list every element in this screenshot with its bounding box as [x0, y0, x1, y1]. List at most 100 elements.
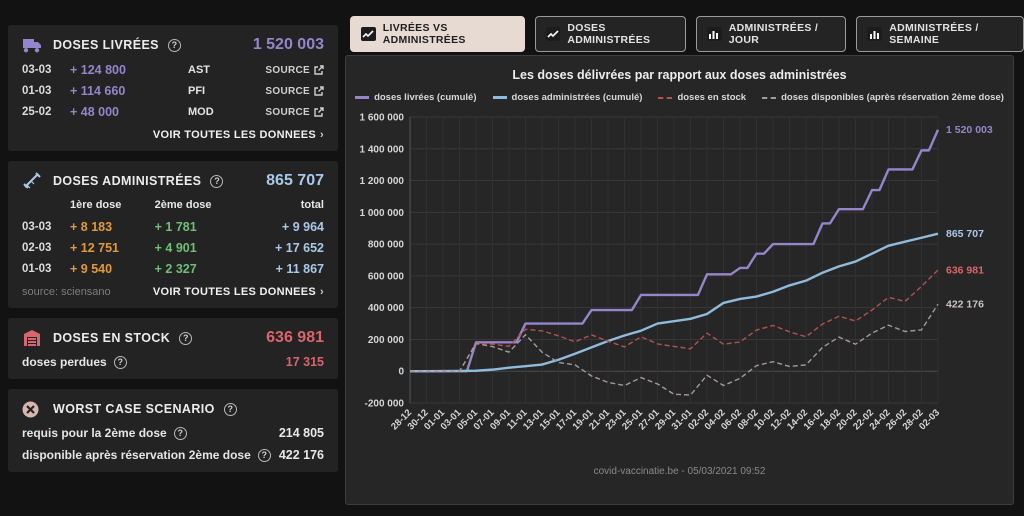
tab-administrees-semaine[interactable]: ADMINISTRÉES / SEMAINE — [856, 16, 1024, 52]
svg-text:0: 0 — [398, 367, 404, 378]
legend-item: doses administrées (cumulé) — [493, 92, 643, 103]
sidebar: DOSES LIVRÉES 1 520 003 03-03 + 124 800 … — [8, 25, 338, 472]
row-amount: + 124 800 — [70, 63, 188, 77]
external-link-icon — [314, 86, 324, 96]
legend-item: doses livrées (cumulé) — [355, 92, 476, 103]
external-link-icon — [314, 107, 324, 117]
chevron-right-icon: › — [320, 129, 324, 141]
doses-perdues-label: doses perdues — [22, 355, 107, 369]
source-link[interactable]: SOURCE — [265, 86, 324, 97]
line-chart: -200 0000200 000400 000600 000800 0001 0… — [346, 105, 1013, 472]
requis-2eme-dose-label: requis pour la 2ème dose — [22, 426, 167, 440]
bar-chart-icon — [867, 27, 882, 41]
disponible-apres-reservation-label: disponible après réservation 2ème dose — [22, 448, 251, 462]
col-dose1: 1ère dose — [70, 199, 155, 211]
source-link[interactable]: SOURCE — [265, 107, 324, 118]
svg-text:1 520 003: 1 520 003 — [946, 124, 993, 136]
legend-swatch — [355, 96, 369, 99]
row-brand: MOD — [188, 106, 265, 118]
panel-title-worst-case: WORST CASE SCENARIO — [53, 402, 215, 416]
syringe-icon — [22, 172, 44, 190]
chevron-right-icon: › — [320, 286, 324, 298]
row-dose2: + 1 781 — [155, 220, 240, 234]
svg-text:1 200 000: 1 200 000 — [360, 176, 405, 187]
administrees-row: 02-03 + 12 751 + 4 901 + 17 652 — [22, 241, 324, 255]
row-total: + 17 652 — [239, 241, 324, 255]
row-date: 03-03 — [22, 64, 70, 76]
total-doses-livrees: 1 520 003 — [253, 36, 324, 54]
row-dose2: + 4 901 — [155, 241, 240, 255]
see-all-data-link[interactable]: VOIR TOUTES LES DONNEES› — [22, 129, 324, 141]
total-doses-en-stock: 636 981 — [266, 329, 324, 347]
row-total: + 11 867 — [239, 262, 324, 276]
row-dose1: + 9 540 — [70, 262, 155, 276]
panel-worst-case: WORST CASE SCENARIO requis pour la 2ème … — [8, 389, 338, 472]
dashboard: DOSES LIVRÉES 1 520 003 03-03 + 124 800 … — [0, 0, 1024, 516]
svg-text:-200 000: -200 000 — [365, 399, 405, 410]
chart-tabs: LIVRÉES VS ADMINISTRÉES DOSES ADMINISTRÉ… — [350, 16, 1024, 52]
help-icon[interactable] — [210, 175, 223, 188]
truck-icon — [22, 36, 44, 54]
legend-swatch — [762, 97, 776, 99]
help-icon[interactable] — [179, 332, 192, 345]
source-link[interactable]: SOURCE — [265, 65, 324, 76]
svg-text:400 000: 400 000 — [368, 303, 405, 314]
legend-item: doses disponibles (après réservation 2èm… — [762, 92, 1004, 103]
panel-title-administrees: DOSES ADMINISTRÉES — [53, 174, 201, 188]
doses-perdues-value: 17 315 — [286, 355, 324, 369]
panel-doses-en-stock: DOSES EN STOCK 636 981 doses perdues 17 … — [8, 318, 338, 379]
source-sciensano: source: sciensano — [22, 286, 111, 298]
help-icon[interactable] — [168, 39, 181, 52]
administrees-row: 03-03 + 8 183 + 1 781 + 9 964 — [22, 220, 324, 234]
svg-text:636 981: 636 981 — [946, 265, 984, 277]
help-icon[interactable] — [174, 427, 187, 440]
see-all-data-link[interactable]: VOIR TOUTES LES DONNEES› — [153, 286, 324, 298]
requis-2eme-dose-value: 214 805 — [279, 426, 324, 440]
legend-swatch — [493, 96, 507, 99]
svg-text:1 400 000: 1 400 000 — [360, 144, 405, 155]
svg-text:865 707: 865 707 — [946, 228, 984, 240]
row-date: 03-03 — [22, 221, 70, 233]
legend-item: doses en stock — [658, 92, 746, 103]
row-dose1: + 8 183 — [70, 220, 155, 234]
chart-legend: doses livrées (cumulé) doses administrées… — [346, 92, 1013, 103]
row-amount: + 114 660 — [70, 84, 188, 98]
row-brand: AST — [188, 64, 265, 76]
x-circle-icon — [22, 400, 44, 418]
row-date: 01-03 — [22, 263, 70, 275]
svg-text:422 176: 422 176 — [946, 299, 984, 311]
administrees-columns: 1ère dose 2ème dose total — [22, 199, 324, 211]
row-total: + 9 964 — [239, 220, 324, 234]
legend-swatch — [658, 97, 672, 99]
help-icon[interactable] — [258, 449, 271, 462]
panel-title-livrees: DOSES LIVRÉES — [53, 38, 159, 52]
svg-text:600 000: 600 000 — [368, 271, 405, 282]
tab-doses-administrees[interactable]: DOSES ADMINISTRÉES — [535, 16, 686, 52]
col-total: total — [239, 199, 324, 211]
row-date: 01-03 — [22, 85, 70, 97]
chart-title: Les doses délivrées par rapport aux dose… — [346, 68, 1013, 82]
tab-administrees-jour[interactable]: ADMINISTRÉES / JOUR — [696, 16, 846, 52]
row-dose1: + 12 751 — [70, 241, 155, 255]
col-dose2: 2ème dose — [155, 199, 240, 211]
external-link-icon — [314, 65, 324, 75]
svg-text:200 000: 200 000 — [368, 335, 405, 346]
row-brand: PFI — [188, 85, 265, 97]
help-icon[interactable] — [224, 403, 237, 416]
svg-text:1 000 000: 1 000 000 — [360, 208, 405, 219]
help-icon[interactable] — [114, 356, 127, 369]
administrees-row: 01-03 + 9 540 + 2 327 + 11 867 — [22, 262, 324, 276]
disponible-apres-reservation-value: 422 176 — [279, 448, 324, 462]
line-chart-icon — [361, 27, 376, 41]
row-date: 02-03 — [22, 242, 70, 254]
row-amount: + 48 000 — [70, 105, 188, 119]
line-chart-icon — [546, 27, 561, 41]
warehouse-icon — [22, 329, 44, 347]
row-date: 25-02 — [22, 106, 70, 118]
tab-livrees-vs-administrees[interactable]: LIVRÉES VS ADMINISTRÉES — [350, 16, 525, 52]
panel-doses-livrees: DOSES LIVRÉES 1 520 003 03-03 + 124 800 … — [8, 25, 338, 151]
svg-text:1 600 000: 1 600 000 — [360, 113, 405, 124]
bar-chart-icon — [707, 27, 722, 41]
panel-title-stock: DOSES EN STOCK — [53, 331, 170, 345]
livrees-row: 03-03 + 124 800 AST SOURCE — [22, 63, 324, 77]
